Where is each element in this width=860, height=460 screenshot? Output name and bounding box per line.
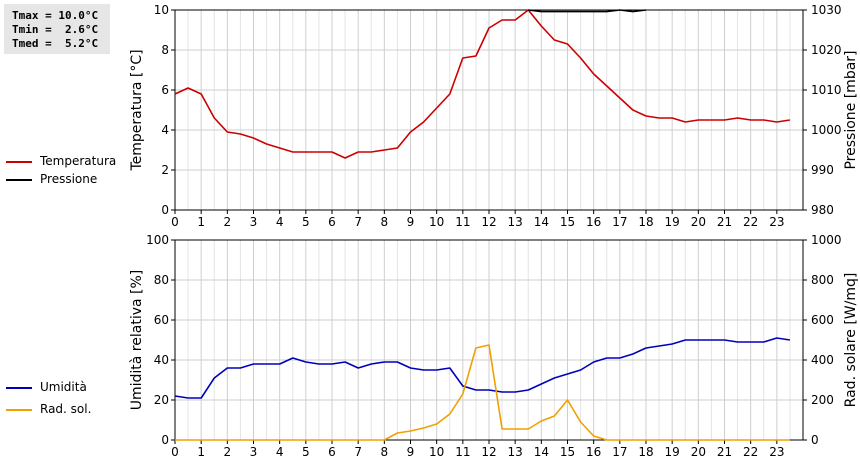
chart2-ylabel-left: Umidità relativa [%] [129, 270, 145, 411]
chart2-ytick-right-label: 600 [811, 313, 834, 327]
chart1-xtick-label: 8 [381, 215, 389, 229]
chart2-xtick-label: 9 [407, 445, 415, 459]
chart1-xtick-label: 17 [612, 215, 627, 229]
chart1-xtick-label: 1 [197, 215, 205, 229]
chart1-ylabel-left: Temperatura [°C] [129, 49, 145, 171]
stat-tmax: Tmax = 10.0°C [12, 9, 99, 22]
chart1-xtick-label: 9 [407, 215, 415, 229]
chart2-series-rad-sol [175, 344, 790, 441]
chart1-ytick-right-label: 980 [811, 203, 834, 217]
chart2-ytick-left-label: 80 [154, 273, 169, 287]
stat-tmed: Tmed = 5.2°C [12, 37, 99, 50]
chart2-xtick-label: 15 [560, 445, 575, 459]
chart1-xtick-label: 10 [429, 215, 444, 229]
chart1-xtick-label: 11 [455, 215, 470, 229]
chart1-ytick-left-label: 8 [161, 43, 169, 57]
chart1-ytick-right-label: 1030 [811, 3, 842, 17]
chart1-xtick-label: 13 [508, 215, 523, 229]
chart2-ytick-left-label: 40 [154, 353, 169, 367]
chart1-ytick-right-label: 1020 [811, 43, 842, 57]
legend-umidita-label: Umidità [40, 380, 87, 394]
chart2-ytick-right-label: 1000 [811, 233, 842, 247]
chart2-ytick-left-label: 100 [146, 233, 169, 247]
chart2-xtick-label: 1 [197, 445, 205, 459]
chart2-ytick-left-label: 0 [161, 433, 169, 447]
chart1-xtick-label: 14 [534, 215, 549, 229]
chart1-ytick-left-label: 4 [161, 123, 169, 137]
chart2-xtick-label: 23 [769, 445, 784, 459]
chart1-xtick-label: 19 [665, 215, 680, 229]
legend-pressione-swatch [6, 179, 32, 181]
chart1-xtick-label: 23 [769, 215, 784, 229]
chart1-ytick-right-label: 1000 [811, 123, 842, 137]
chart2-ytick-left-label: 20 [154, 393, 169, 407]
stat-tmin: Tmin = 2.6°C [12, 23, 99, 36]
chart2-ytick-right-label: 800 [811, 273, 834, 287]
chart1-ytick-left-label: 6 [161, 83, 169, 97]
chart1-xtick-label: 5 [302, 215, 310, 229]
chart1-ytick-left-label: 2 [161, 163, 169, 177]
chart2-xtick-label: 5 [302, 445, 310, 459]
chart2-xtick-label: 3 [250, 445, 258, 459]
chart1-xtick-label: 4 [276, 215, 284, 229]
chart1-xtick-label: 22 [743, 215, 758, 229]
chart2-xtick-label: 18 [638, 445, 653, 459]
legend-temperatura-swatch [6, 161, 32, 163]
chart2-xtick-label: 7 [354, 445, 362, 459]
chart2-xtick-label: 22 [743, 445, 758, 459]
chart1-xtick-label: 16 [586, 215, 601, 229]
chart2-series-umidit [174, 337, 791, 399]
legend-radsol-swatch [6, 409, 32, 411]
chart1-ylabel-right: Pressione [mbar] [843, 50, 859, 169]
chart1-xtick-label: 12 [481, 215, 496, 229]
chart2-xtick-label: 16 [586, 445, 601, 459]
chart1-xtick-label: 21 [717, 215, 732, 229]
chart2-xtick-label: 13 [508, 445, 523, 459]
chart2-xtick-label: 6 [328, 445, 336, 459]
legend-radsol-label: Rad. sol. [40, 402, 92, 416]
legend-umidita-swatch [6, 387, 32, 389]
chart1-xtick-label: 2 [224, 215, 232, 229]
legend-temperatura-label: Temperatura [40, 154, 117, 168]
chart2-xtick-label: 21 [717, 445, 732, 459]
chart2-xtick-label: 19 [665, 445, 680, 459]
chart1-ytick-left-label: 0 [161, 203, 169, 217]
chart1-xtick-label: 7 [354, 215, 362, 229]
chart1-xtick-label: 20 [691, 215, 706, 229]
chart1-xtick-label: 6 [328, 215, 336, 229]
chart2-xtick-label: 2 [224, 445, 232, 459]
chart1-ytick-right-label: 1010 [811, 83, 842, 97]
chart1-series-pressione [528, 9, 647, 13]
chart1-xtick-label: 3 [250, 215, 258, 229]
chart2-xtick-label: 12 [481, 445, 496, 459]
chart1-xtick-label: 0 [171, 215, 179, 229]
chart2-ytick-right-label: 400 [811, 353, 834, 367]
chart2-ytick-left-label: 60 [154, 313, 169, 327]
chart2-xtick-label: 10 [429, 445, 444, 459]
chart1-xtick-label: 18 [638, 215, 653, 229]
chart2-xtick-label: 20 [691, 445, 706, 459]
chart2-xtick-label: 11 [455, 445, 470, 459]
chart1-series-temperatura [174, 9, 791, 159]
chart2-xtick-label: 4 [276, 445, 284, 459]
chart2-ylabel-right: Rad. solare [W/mq] [843, 273, 859, 408]
chart2-ytick-right-label: 0 [811, 433, 819, 447]
chart2-ytick-right-label: 200 [811, 393, 834, 407]
chart2-xtick-label: 14 [534, 445, 549, 459]
chart2-xtick-label: 0 [171, 445, 179, 459]
chart1-xtick-label: 15 [560, 215, 575, 229]
chart1-ytick-right-label: 990 [811, 163, 834, 177]
chart2-xtick-label: 8 [381, 445, 389, 459]
stats-box: Tmax = 10.0°C Tmin = 2.6°C Tmed = 5.2°C [4, 4, 110, 54]
chart2-xtick-label: 17 [612, 445, 627, 459]
legend-pressione-label: Pressione [40, 172, 98, 186]
chart1-ytick-left-label: 10 [154, 3, 169, 17]
